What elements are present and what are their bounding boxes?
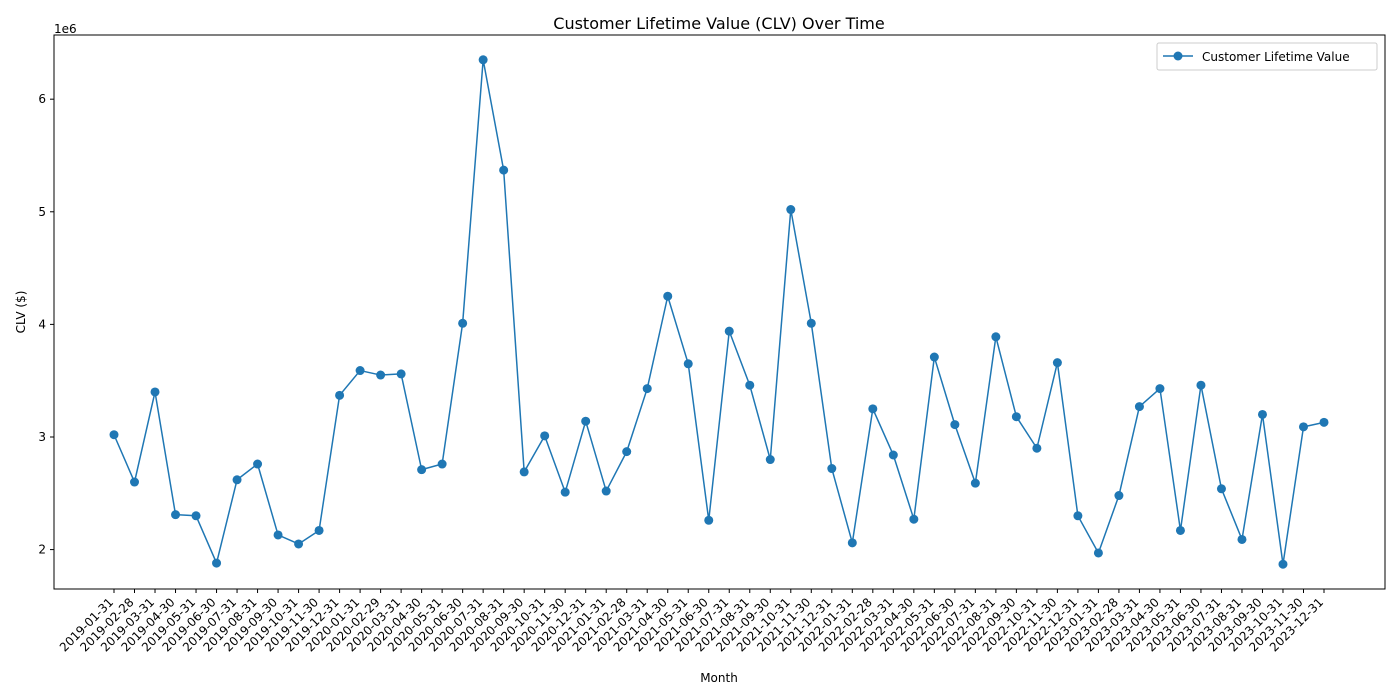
data-point xyxy=(642,384,652,394)
data-point xyxy=(1278,559,1288,569)
legend: Customer Lifetime Value xyxy=(1156,42,1378,71)
data-point xyxy=(212,558,222,568)
data-point xyxy=(273,530,283,540)
data-point xyxy=(458,318,468,328)
data-point xyxy=(1196,380,1206,390)
x-axis: 2019-01-312019-02-282019-03-312019-04-30… xyxy=(57,589,1326,654)
data-point xyxy=(1073,511,1083,521)
data-point xyxy=(355,366,365,376)
data-point xyxy=(888,450,898,460)
data-point xyxy=(683,359,693,369)
plot-area xyxy=(109,55,1329,569)
data-point xyxy=(499,165,509,175)
plot-frame xyxy=(53,34,1386,590)
y-tick-label: 6 xyxy=(38,92,46,106)
data-point xyxy=(232,475,242,485)
data-point xyxy=(1237,534,1247,544)
data-point xyxy=(437,459,447,469)
legend-label: Customer Lifetime Value xyxy=(1202,50,1350,64)
data-point xyxy=(314,525,324,535)
data-point xyxy=(1032,443,1042,453)
legend-box xyxy=(1156,42,1378,71)
data-point xyxy=(150,387,160,397)
data-point xyxy=(1298,422,1308,432)
data-point xyxy=(868,404,878,414)
data-point xyxy=(1011,412,1021,422)
data-point xyxy=(335,390,345,400)
data-point xyxy=(1155,384,1165,394)
data-point xyxy=(396,369,406,379)
data-point xyxy=(478,55,488,65)
data-point xyxy=(109,430,119,440)
data-point xyxy=(1114,491,1124,501)
y-offset-label: 1e6 xyxy=(54,22,77,36)
y-axis-label: CLV ($) xyxy=(14,291,28,334)
data-point xyxy=(724,326,734,336)
data-point xyxy=(663,291,673,301)
y-axis: 2 3 4 5 6 xyxy=(38,92,54,557)
data-point xyxy=(1216,484,1226,494)
data-point xyxy=(909,514,919,524)
data-point xyxy=(704,515,714,525)
y-tick-label: 4 xyxy=(38,317,46,331)
data-point xyxy=(560,487,570,497)
data-point xyxy=(847,538,857,548)
y-tick-label: 3 xyxy=(38,430,46,444)
data-point xyxy=(765,455,775,465)
data-point xyxy=(1052,358,1062,368)
data-point xyxy=(786,205,796,215)
data-point xyxy=(294,539,304,549)
x-axis-label: Month xyxy=(700,671,738,685)
chart-title: Customer Lifetime Value (CLV) Over Time xyxy=(553,14,884,33)
data-point xyxy=(827,464,837,474)
y-tick-label: 5 xyxy=(38,205,46,219)
y-tick-label: 2 xyxy=(38,543,46,557)
data-point xyxy=(1134,402,1144,412)
data-point xyxy=(622,447,632,457)
data-point xyxy=(1093,548,1103,558)
data-point xyxy=(970,478,980,488)
data-point xyxy=(171,510,181,520)
data-point xyxy=(950,420,960,430)
data-point xyxy=(929,352,939,362)
data-point xyxy=(601,486,611,496)
data-point xyxy=(581,416,591,426)
data-point xyxy=(806,318,816,328)
data-point xyxy=(540,431,550,441)
data-point xyxy=(1175,525,1185,535)
data-point xyxy=(191,511,201,521)
data-point xyxy=(417,465,427,475)
data-point xyxy=(1257,409,1267,419)
data-point xyxy=(991,332,1001,342)
data-point xyxy=(519,467,529,477)
data-point xyxy=(1319,417,1329,427)
data-point xyxy=(130,477,140,487)
data-point xyxy=(745,380,755,390)
data-point xyxy=(376,370,386,380)
series-line xyxy=(113,59,1325,565)
data-point xyxy=(253,459,263,469)
legend-marker xyxy=(1173,51,1183,61)
